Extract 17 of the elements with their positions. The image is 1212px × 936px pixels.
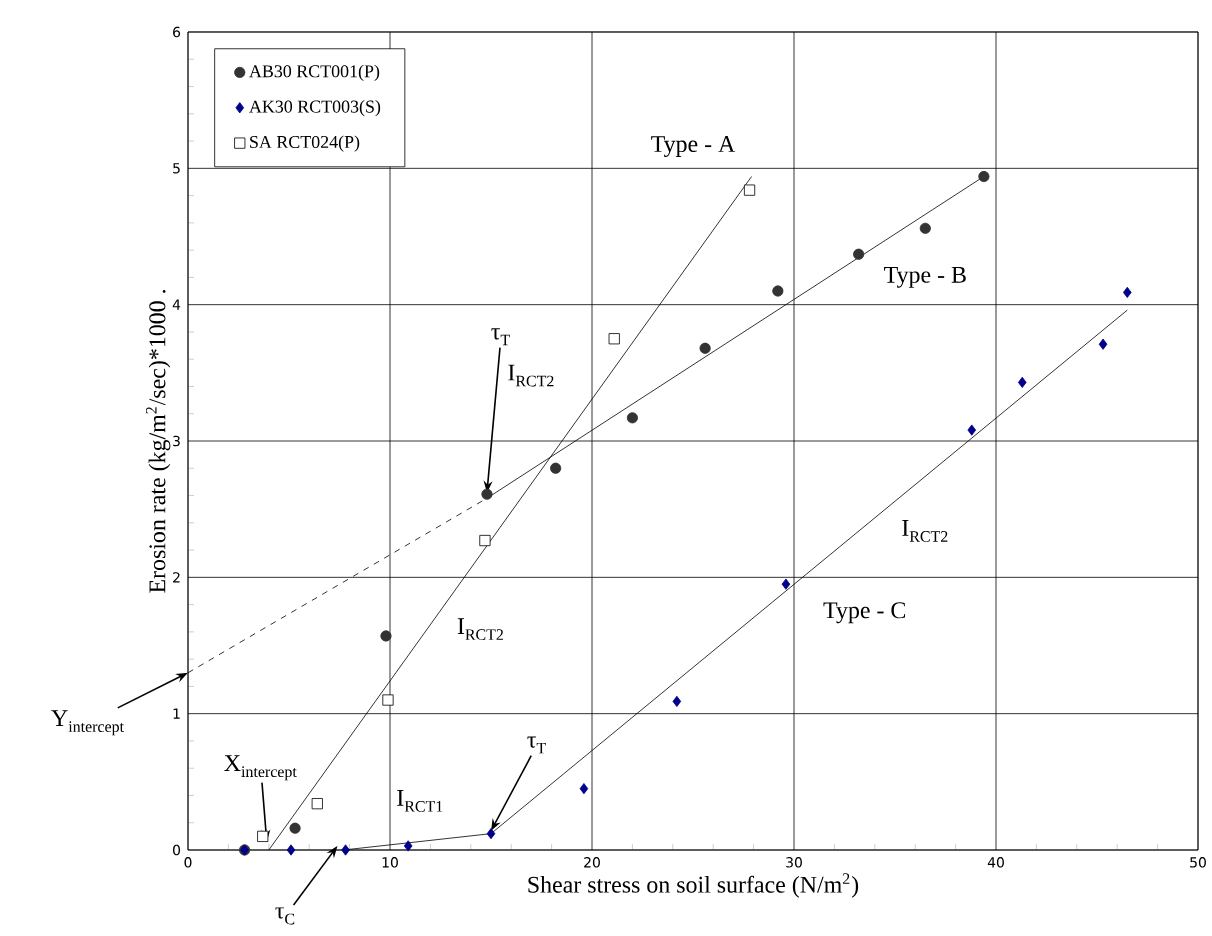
annotation: τ$_{T}$ (527, 736, 546, 754)
annotation: I$_{RCT2}$ (508, 364, 554, 387)
annotation: Type - B (884, 266, 966, 288)
annotation: Type - A (651, 136, 736, 157)
annotation: I$_{RCT1}$ (397, 790, 443, 812)
annotation: I$_{RCT2}$ (457, 618, 503, 640)
annotation: τ$_{C}$ (275, 907, 295, 925)
annotation: I$_{RCT2}$ (902, 520, 948, 542)
annotation: $\mathrm{Y}_{\mathrm{intercept}}$ (51, 710, 124, 736)
annotation: Type - C (823, 602, 906, 624)
annotation: τ$_{T}$ (491, 328, 510, 346)
annotation: $\mathrm{X}_{\mathrm{intercept}}$ (224, 755, 297, 781)
legend-label: AB30 RCT001(P) (249, 64, 380, 81)
legend-label: AK30 RCT003(S) (249, 100, 381, 117)
x-axis-title: Shear stress on soil surface (N/m$^{2}$) (528, 873, 859, 898)
legend-label: SA RCT024(P) (250, 135, 360, 152)
y-axis-title: Erosion rate (kg/m$^{2}$/sec)*1000 . (145, 290, 171, 593)
